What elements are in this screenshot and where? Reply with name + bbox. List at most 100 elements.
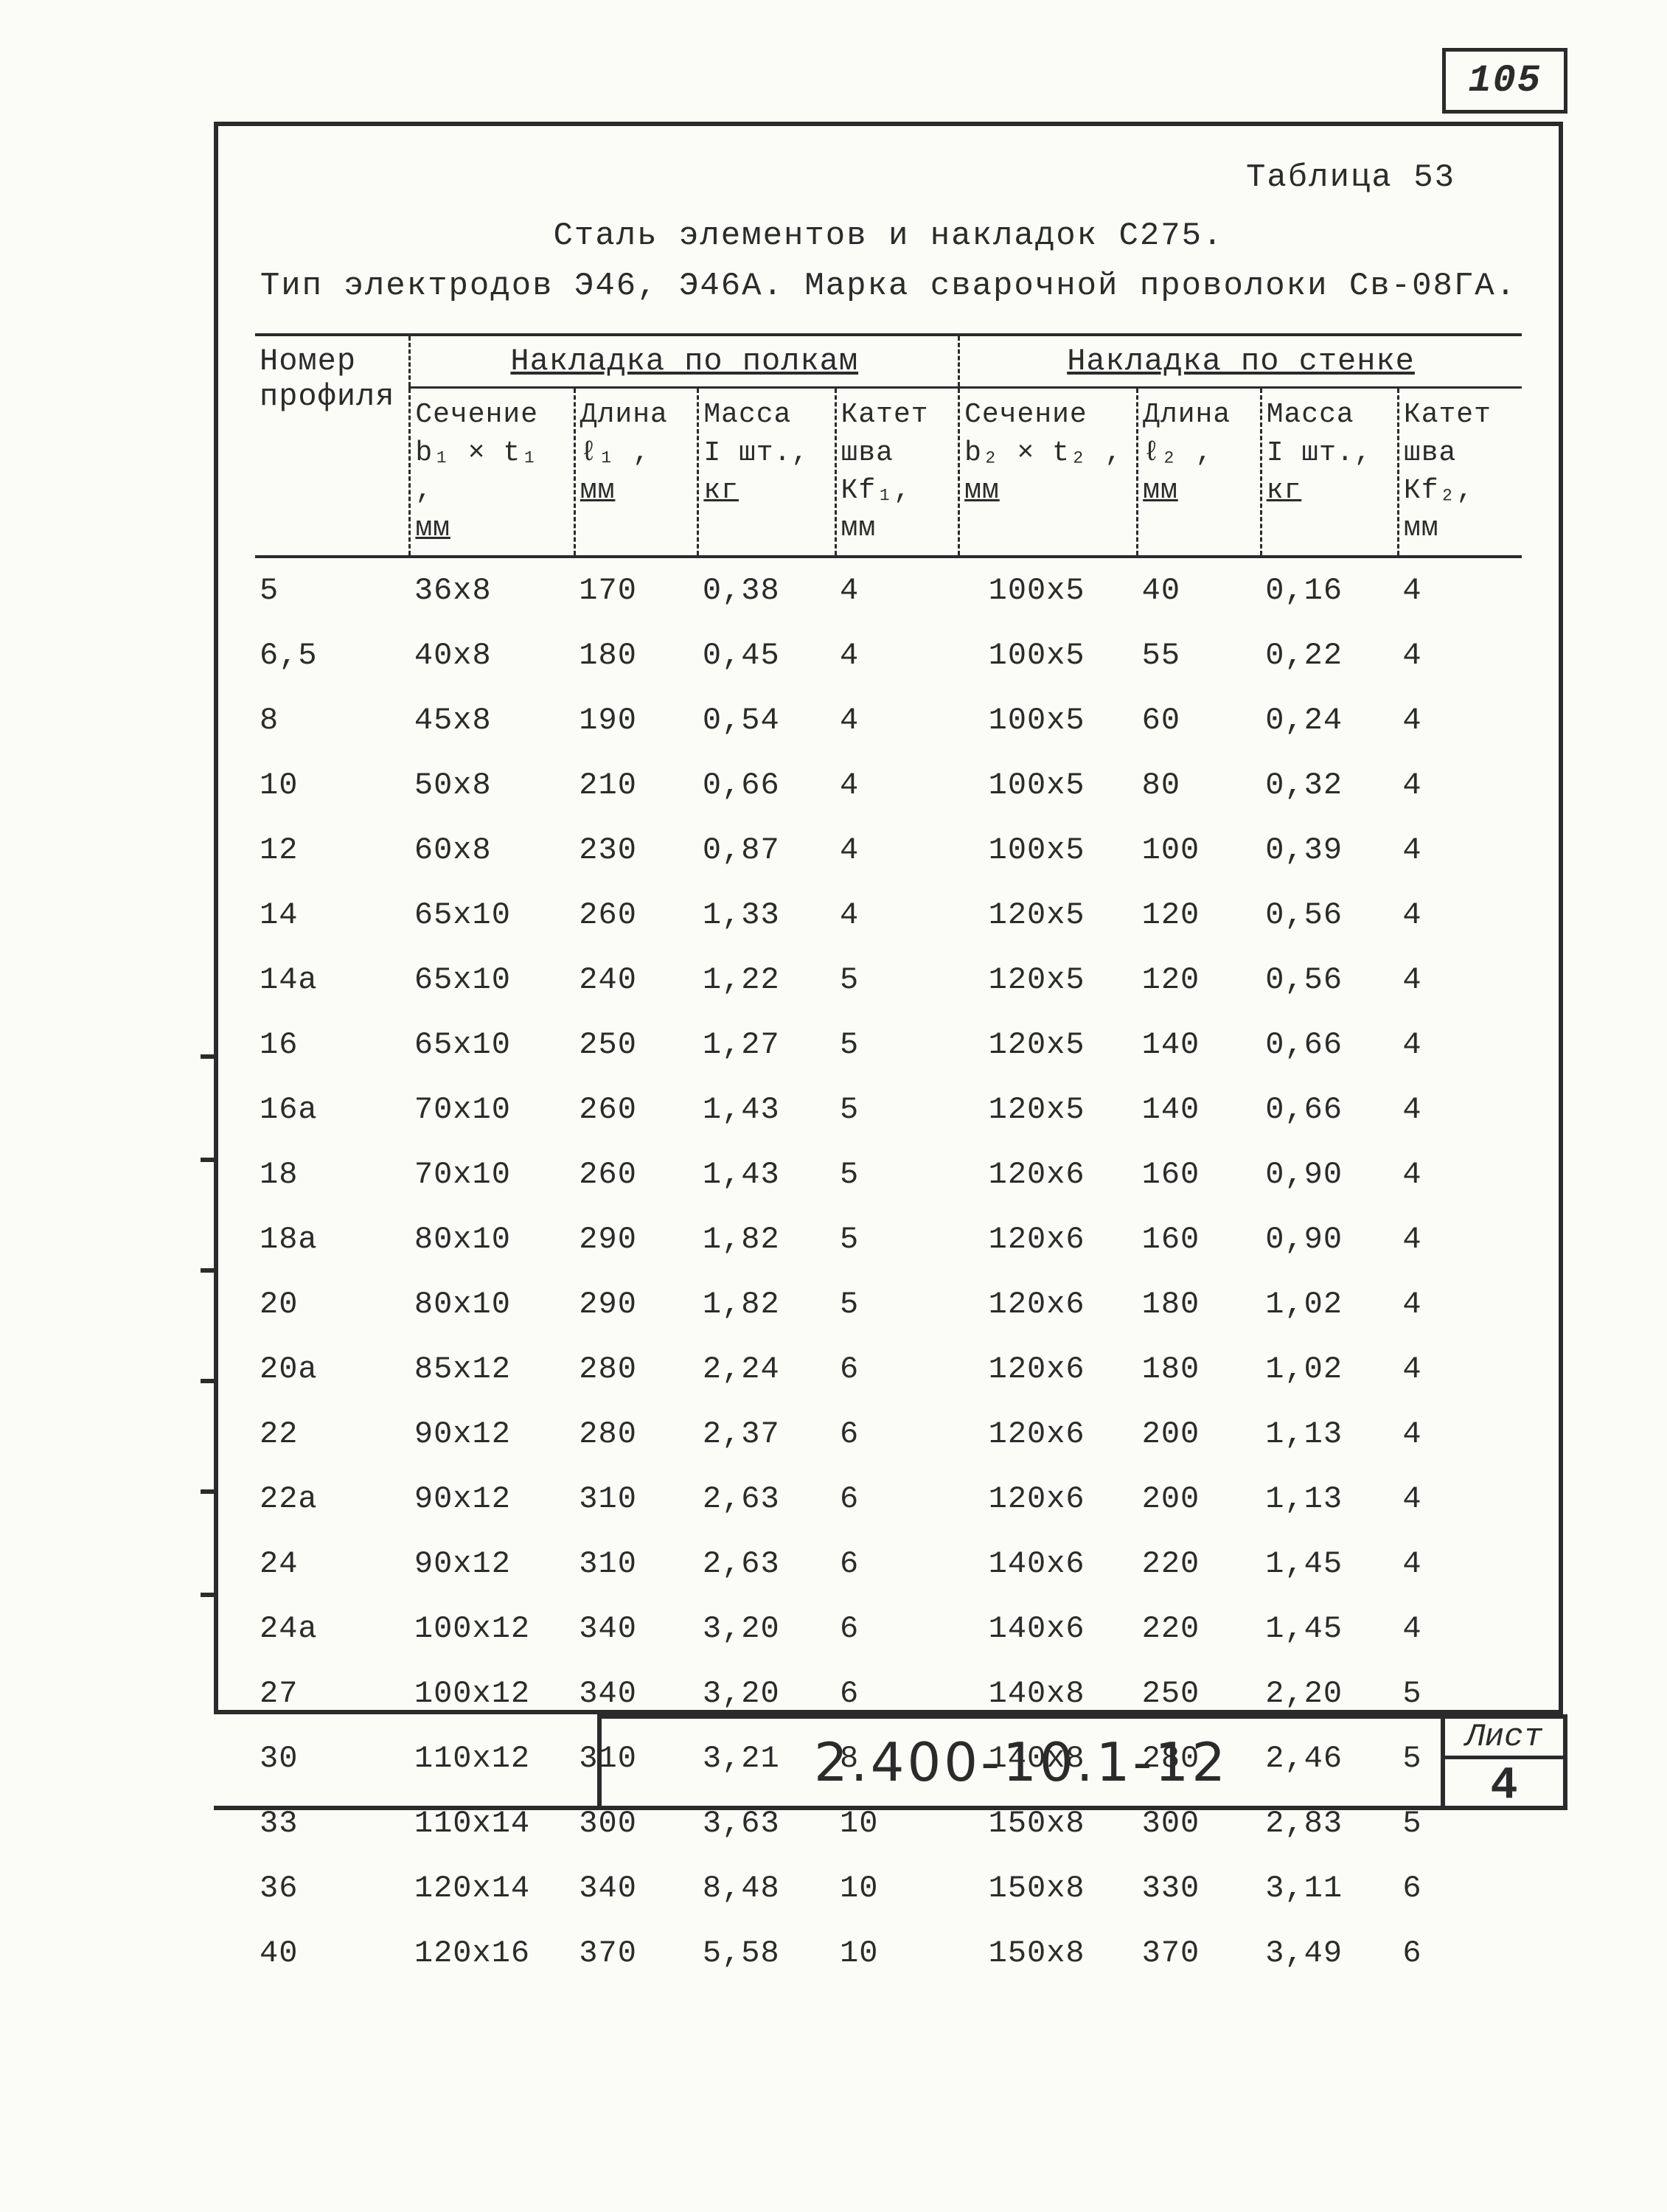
table-cell: 16 [255, 1012, 410, 1077]
table-cell: 6 [835, 1337, 959, 1402]
table-cell: 20а [255, 1337, 410, 1402]
table-cell: 260 [574, 1077, 698, 1142]
table-cell: 150х8 [959, 1921, 1138, 1986]
table-cell: 100х5 [959, 557, 1138, 623]
table-cell: 0,90 [1261, 1207, 1398, 1272]
table-cell: 80 [1138, 753, 1261, 818]
table-cell: 100х5 [959, 818, 1138, 883]
page: 105 Таблица 53 Сталь элементов и накладо… [0, 0, 1667, 2212]
table-cell: 0,22 [1261, 623, 1398, 688]
table-cell: 280 [574, 1337, 698, 1402]
table-cell: 5 [835, 1142, 959, 1207]
spine-tick [201, 1489, 218, 1494]
sub-label: Масса [703, 399, 791, 431]
table-cell: 0,87 [698, 818, 835, 883]
header-length1: Длина ℓ₁ , мм [574, 388, 698, 557]
table-cell: 4 [835, 883, 959, 947]
table-cell: 4 [1398, 1531, 1522, 1596]
sub-label: b₁ × t₁ , [415, 437, 538, 507]
sub-label: Сечение [964, 399, 1087, 431]
table-cell: 310 [574, 1467, 698, 1531]
table-cell: 6 [1398, 1856, 1522, 1921]
table-cell: 16а [255, 1077, 410, 1142]
table-cell: 65х10 [410, 947, 574, 1012]
table-cell: 4 [835, 688, 959, 753]
table-cell: 250 [574, 1012, 698, 1077]
table-cell: 4 [1398, 947, 1522, 1012]
table-row: 2490х123102,636140х62201,454 [255, 1531, 1522, 1596]
table-cell: 6 [835, 1402, 959, 1467]
header-profile: Номер профиля [255, 335, 410, 556]
sheet-label: Лист [1445, 1719, 1563, 1759]
table-cell: 20 [255, 1272, 410, 1337]
table-cell: 90х12 [410, 1467, 574, 1531]
table-cell: 1,22 [698, 947, 835, 1012]
sub-label: Длина [580, 399, 668, 431]
table-cell: 3,49 [1261, 1921, 1398, 1986]
table-cell: 180 [1138, 1337, 1261, 1402]
table-cell: 5 [835, 1077, 959, 1142]
table-cell: 280 [574, 1402, 698, 1467]
table-cell: 120х6 [959, 1467, 1138, 1531]
header-group-web: Накладка по стенке [959, 335, 1522, 388]
table-cell: 0,54 [698, 688, 835, 753]
table-cell: 1,43 [698, 1142, 835, 1207]
table-cell: 18а [255, 1207, 410, 1272]
sub-label: кг [1267, 472, 1302, 509]
table-cell: 1,45 [1261, 1596, 1398, 1661]
table-cell: 1,43 [698, 1077, 835, 1142]
table-cell: 1,02 [1261, 1272, 1398, 1337]
table-cell: 1,82 [698, 1207, 835, 1272]
table-cell: 140 [1138, 1077, 1261, 1142]
table-cell: 290 [574, 1272, 698, 1337]
table-cell: 240 [574, 947, 698, 1012]
table-cell: 100х5 [959, 623, 1138, 688]
table-cell: 6 [1398, 1921, 1522, 1986]
table-row: 24а100х123403,206140х62201,454 [255, 1596, 1522, 1661]
header-leg2: Катет шва Кf₂, мм [1398, 388, 1522, 557]
header-leg1: Катет шва Кf₁, мм [835, 388, 959, 557]
table-cell: 100х12 [410, 1596, 574, 1661]
table-cell: 6,5 [255, 623, 410, 688]
spine-tick [201, 1593, 218, 1597]
table-cell: 0,24 [1261, 688, 1398, 753]
table-cell: 45х8 [410, 688, 574, 753]
table-cell: 290 [574, 1207, 698, 1272]
table-cell: 65х10 [410, 1012, 574, 1077]
table-cell: 120х16 [410, 1921, 574, 1986]
table-row: 1465х102601,334120х51200,564 [255, 883, 1522, 947]
table-row: 18а80х102901,825120х61600,904 [255, 1207, 1522, 1272]
table-label: Таблица 53 [255, 159, 1455, 196]
header-profile-label: Номер профиля [260, 344, 394, 414]
table-cell: 260 [574, 883, 698, 947]
sub-label: шва [841, 437, 894, 469]
table-cell: 12 [255, 818, 410, 883]
table-cell: 14а [255, 947, 410, 1012]
table-cell: 8,48 [698, 1856, 835, 1921]
page-number: 105 [1468, 59, 1542, 102]
table-row: 36120х143408,4810150х83303,116 [255, 1856, 1522, 1921]
sub-label: Кf₁, мм [841, 475, 911, 544]
table-cell: 4 [835, 818, 959, 883]
table-cell: 4 [1398, 623, 1522, 688]
table-row: 845х81900,544100х5600,244 [255, 688, 1522, 753]
sub-label: мм [580, 472, 616, 509]
table-cell: 10 [255, 753, 410, 818]
table-row: 1870х102601,435120х61600,904 [255, 1142, 1522, 1207]
sub-label: Длина [1143, 399, 1231, 431]
table-cell: 120х14 [410, 1856, 574, 1921]
table-cell: 0,56 [1261, 883, 1398, 947]
spine-tick [201, 1158, 218, 1162]
table-cell: 4 [1398, 1467, 1522, 1531]
table-cell: 4 [1398, 688, 1522, 753]
table-cell: 4 [1398, 557, 1522, 623]
table-cell: 260 [574, 1142, 698, 1207]
sub-label: ℓ₁ , [580, 437, 650, 469]
table-cell: 1,13 [1261, 1467, 1398, 1531]
table-cell: 100 [1138, 818, 1261, 883]
table-cell: 140 [1138, 1012, 1261, 1077]
table-cell: 0,45 [698, 623, 835, 688]
table-cell: 190 [574, 688, 698, 753]
sub-label: мм [415, 509, 450, 547]
table-row: 2290х122802,376120х62001,134 [255, 1402, 1522, 1467]
